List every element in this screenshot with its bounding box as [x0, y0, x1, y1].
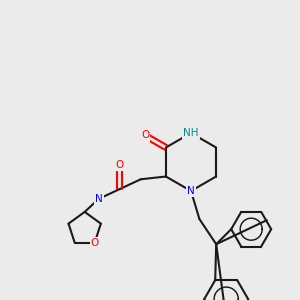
Text: N: N [95, 194, 103, 204]
Text: N: N [187, 186, 195, 196]
Text: O: O [91, 238, 99, 248]
Text: O: O [116, 160, 124, 170]
Text: NH: NH [183, 128, 199, 138]
Text: O: O [141, 130, 149, 140]
